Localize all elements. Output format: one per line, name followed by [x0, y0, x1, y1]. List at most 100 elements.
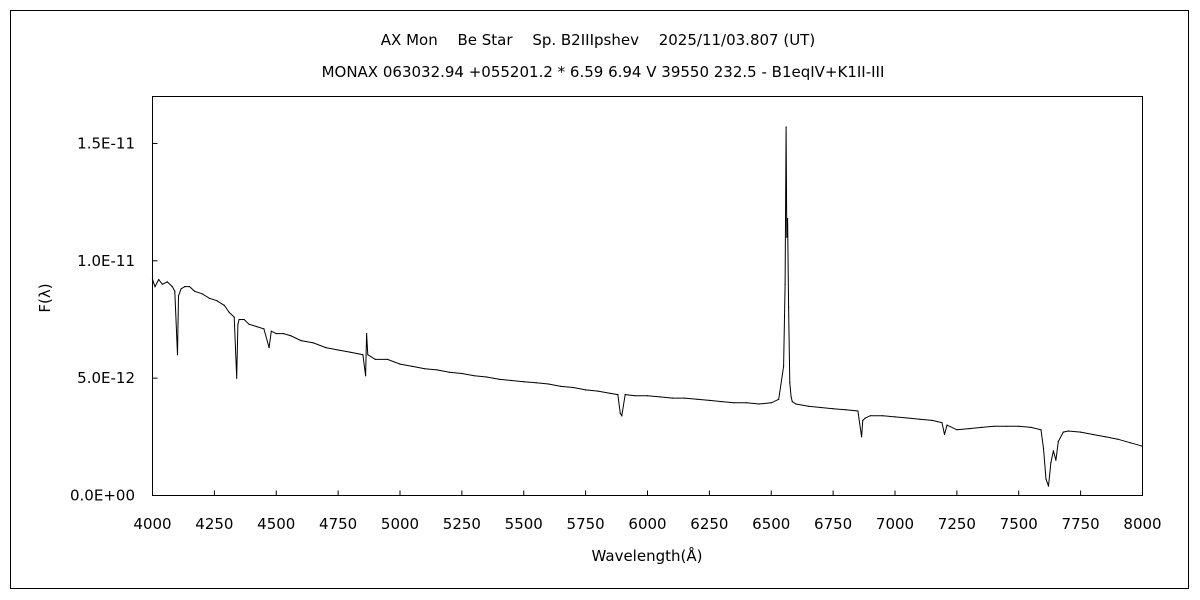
data-point: [1055, 459, 1057, 461]
data-point: [786, 236, 788, 238]
data-point: [788, 307, 790, 309]
data-point: [943, 433, 946, 436]
data-point: [174, 290, 176, 292]
data-point: [473, 375, 475, 377]
data-point: [784, 283, 786, 285]
data-point: [325, 347, 327, 349]
x-tick-label: 4500: [257, 515, 295, 533]
x-tick-label: 5000: [381, 515, 419, 533]
x-tick-label: 6500: [752, 515, 790, 533]
data-point: [785, 126, 787, 128]
data-point: [946, 424, 948, 426]
data-point: [787, 217, 789, 220]
data-point: [312, 342, 314, 344]
data-point: [194, 290, 196, 292]
data-point: [208, 297, 210, 299]
x-tick-label: 4000: [133, 515, 171, 533]
data-point: [783, 365, 785, 367]
x-tick-label: 5750: [567, 515, 605, 533]
data-point: [158, 279, 160, 281]
data-point: [411, 365, 413, 367]
data-point: [894, 416, 896, 418]
x-tick-label: 7750: [1062, 515, 1100, 533]
data-point: [154, 286, 156, 288]
data-point: [180, 288, 182, 290]
data-point: [1141, 445, 1144, 447]
data-point: [1117, 438, 1119, 440]
data-point: [300, 340, 302, 342]
data-point: [436, 369, 438, 371]
x-tick-label: 8000: [1123, 515, 1161, 533]
data-point: [646, 395, 649, 397]
data-point: [585, 389, 587, 391]
data-point: [1030, 426, 1032, 428]
y-tick-label: 0.0E+00: [70, 487, 135, 505]
data-point: [216, 300, 218, 302]
data-point: [696, 398, 698, 400]
data-point: [861, 436, 863, 438]
data-point: [778, 398, 780, 400]
data-point: [1042, 448, 1045, 450]
data-point: [1005, 425, 1008, 427]
data-point: [1092, 433, 1094, 436]
y-tick-label: 1.5E-11: [77, 134, 135, 152]
x-tick-label: 4750: [319, 515, 357, 533]
data-point: [201, 293, 203, 295]
data-point: [956, 429, 958, 431]
data-point: [1129, 442, 1131, 444]
data-point: [1052, 450, 1054, 452]
data-point: [1080, 431, 1082, 433]
figure-border: [10, 10, 1189, 589]
data-point: [270, 330, 272, 332]
data-point: [617, 394, 619, 396]
data-point: [374, 358, 376, 360]
data-point: [721, 401, 723, 403]
data-point: [233, 316, 235, 318]
data-point: [684, 397, 686, 399]
data-point: [263, 328, 265, 330]
data-point: [177, 295, 180, 297]
data-point: [572, 386, 574, 389]
data-point: [243, 318, 245, 321]
data-point: [349, 351, 352, 353]
data-point: [609, 392, 612, 394]
data-point: [941, 422, 943, 424]
data-point: [237, 323, 239, 325]
x-tick-label: 6250: [690, 515, 728, 533]
data-point: [708, 399, 711, 401]
data-point: [1067, 430, 1069, 432]
data-point: [223, 304, 225, 306]
data-point: [832, 408, 834, 410]
data-point: [807, 405, 810, 407]
data-point: [1045, 478, 1047, 480]
data-point: [820, 406, 822, 409]
y-tick-label: 1.0E-11: [77, 252, 135, 270]
data-point: [424, 368, 426, 370]
data-point: [238, 318, 240, 321]
data-point: [367, 354, 369, 356]
data-point: [523, 381, 525, 383]
data-point: [275, 333, 277, 335]
data-point: [968, 428, 970, 430]
data-point: [1050, 462, 1052, 464]
data-point: [268, 347, 270, 349]
y-tick-label: 5.0E-12: [77, 369, 135, 387]
data-point: [624, 394, 626, 396]
data-point: [906, 417, 909, 419]
data-point: [248, 323, 250, 325]
chart-subtitle: MONAX 063032.94 +055201.2 * 6.59 6.94 V …: [322, 63, 885, 81]
data-point: [228, 311, 230, 313]
data-point: [547, 383, 550, 385]
data-point: [981, 426, 983, 428]
data-point: [857, 410, 859, 412]
x-axis-label: Wavelength(Å): [592, 547, 703, 565]
data-point: [1057, 440, 1059, 443]
data-point: [365, 375, 367, 377]
data-point: [621, 415, 623, 417]
x-tick-label: 5250: [443, 515, 481, 533]
data-point: [283, 333, 285, 335]
data-point: [510, 379, 512, 382]
data-point: [931, 419, 933, 421]
data-point: [184, 286, 186, 288]
